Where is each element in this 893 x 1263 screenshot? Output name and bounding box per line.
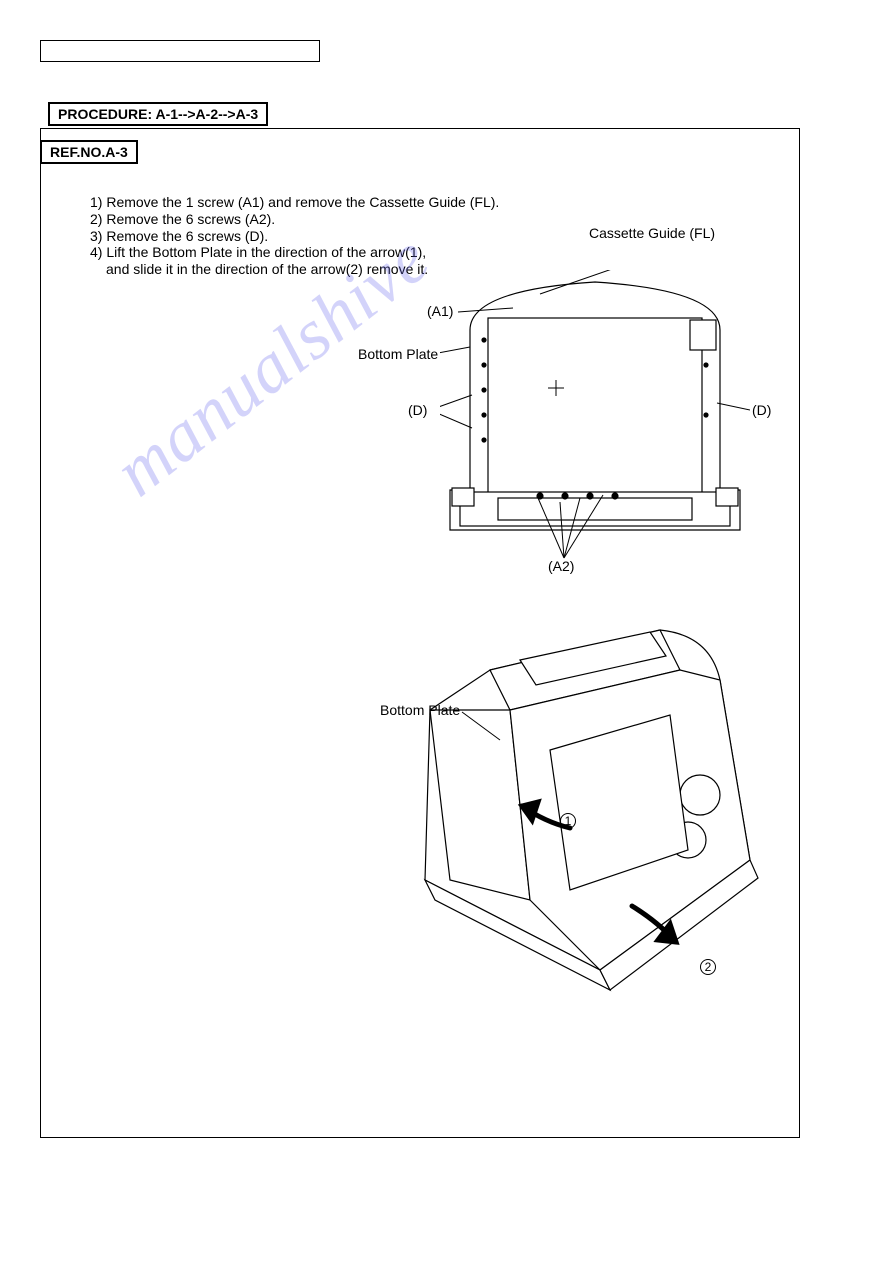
diagram-isometric [370, 610, 760, 1010]
step-4a: 4) Lift the Bottom Plate in the directio… [90, 244, 499, 261]
step-1: 1) Remove the 1 screw (A1) and remove th… [90, 194, 499, 211]
step-3: 3) Remove the 6 screws (D). [90, 228, 499, 245]
label-a2: (A2) [548, 558, 574, 574]
label-d-left: (D) [408, 402, 427, 418]
label-bottom-plate-2: Bottom Plate [380, 702, 460, 718]
arrow-2-marker: 2 [700, 958, 716, 975]
procedure-label: PROCEDURE: A-1-->A-2-->A-3 [48, 102, 268, 126]
circled-1: 1 [560, 813, 576, 829]
label-d-right: (D) [752, 402, 771, 418]
label-cassette-guide: Cassette Guide (FL) [589, 225, 715, 241]
refno-label: REF.NO.A-3 [40, 140, 138, 164]
label-a1: (A1) [427, 303, 453, 319]
step-2: 2) Remove the 6 screws (A2). [90, 211, 499, 228]
diagram-top-view [440, 270, 750, 570]
step-4b: and slide it in the direction of the arr… [90, 261, 499, 278]
circled-2: 2 [700, 959, 716, 975]
procedure-steps: 1) Remove the 1 screw (A1) and remove th… [90, 194, 499, 278]
label-bottom-plate-1: Bottom Plate [358, 346, 438, 362]
arrow-1-marker: 1 [560, 812, 576, 829]
top-empty-box [40, 40, 320, 62]
